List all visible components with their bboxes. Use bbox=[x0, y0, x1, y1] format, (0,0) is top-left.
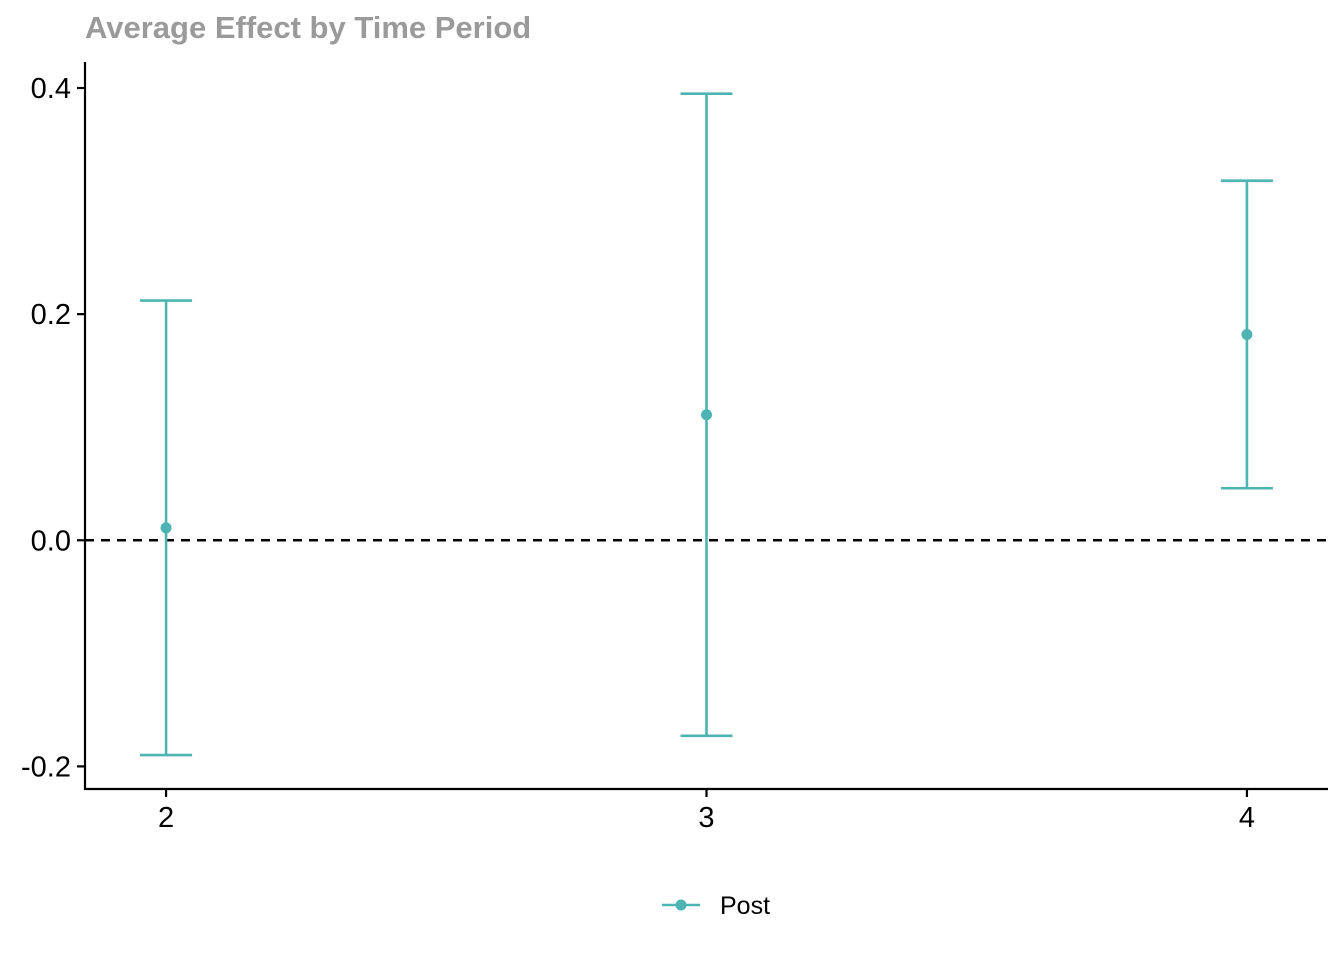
x-tick-label-1: 3 bbox=[698, 802, 714, 834]
chart-title: Average Effect by Time Period bbox=[85, 10, 531, 45]
legend-label-post: Post bbox=[720, 892, 770, 920]
x-tick-label-0: 2 bbox=[158, 802, 174, 834]
data-point-3 bbox=[701, 409, 712, 421]
legend: Post bbox=[662, 892, 770, 920]
x-tick-label-2: 4 bbox=[1239, 802, 1255, 834]
plot-area bbox=[85, 92, 1328, 757]
data-point-4 bbox=[1241, 328, 1253, 340]
data-point-2 bbox=[160, 522, 172, 534]
axes: -0.2 0.0 0.2 0.4 2 3 4 bbox=[21, 62, 1328, 834]
y-tick-label-0: -0.2 bbox=[21, 751, 71, 783]
y-tick-label-3: 0.4 bbox=[31, 73, 71, 105]
y-tick-label-1: 0.0 bbox=[31, 525, 71, 557]
legend-marker-post bbox=[675, 899, 687, 911]
y-tick-label-2: 0.2 bbox=[31, 299, 71, 331]
